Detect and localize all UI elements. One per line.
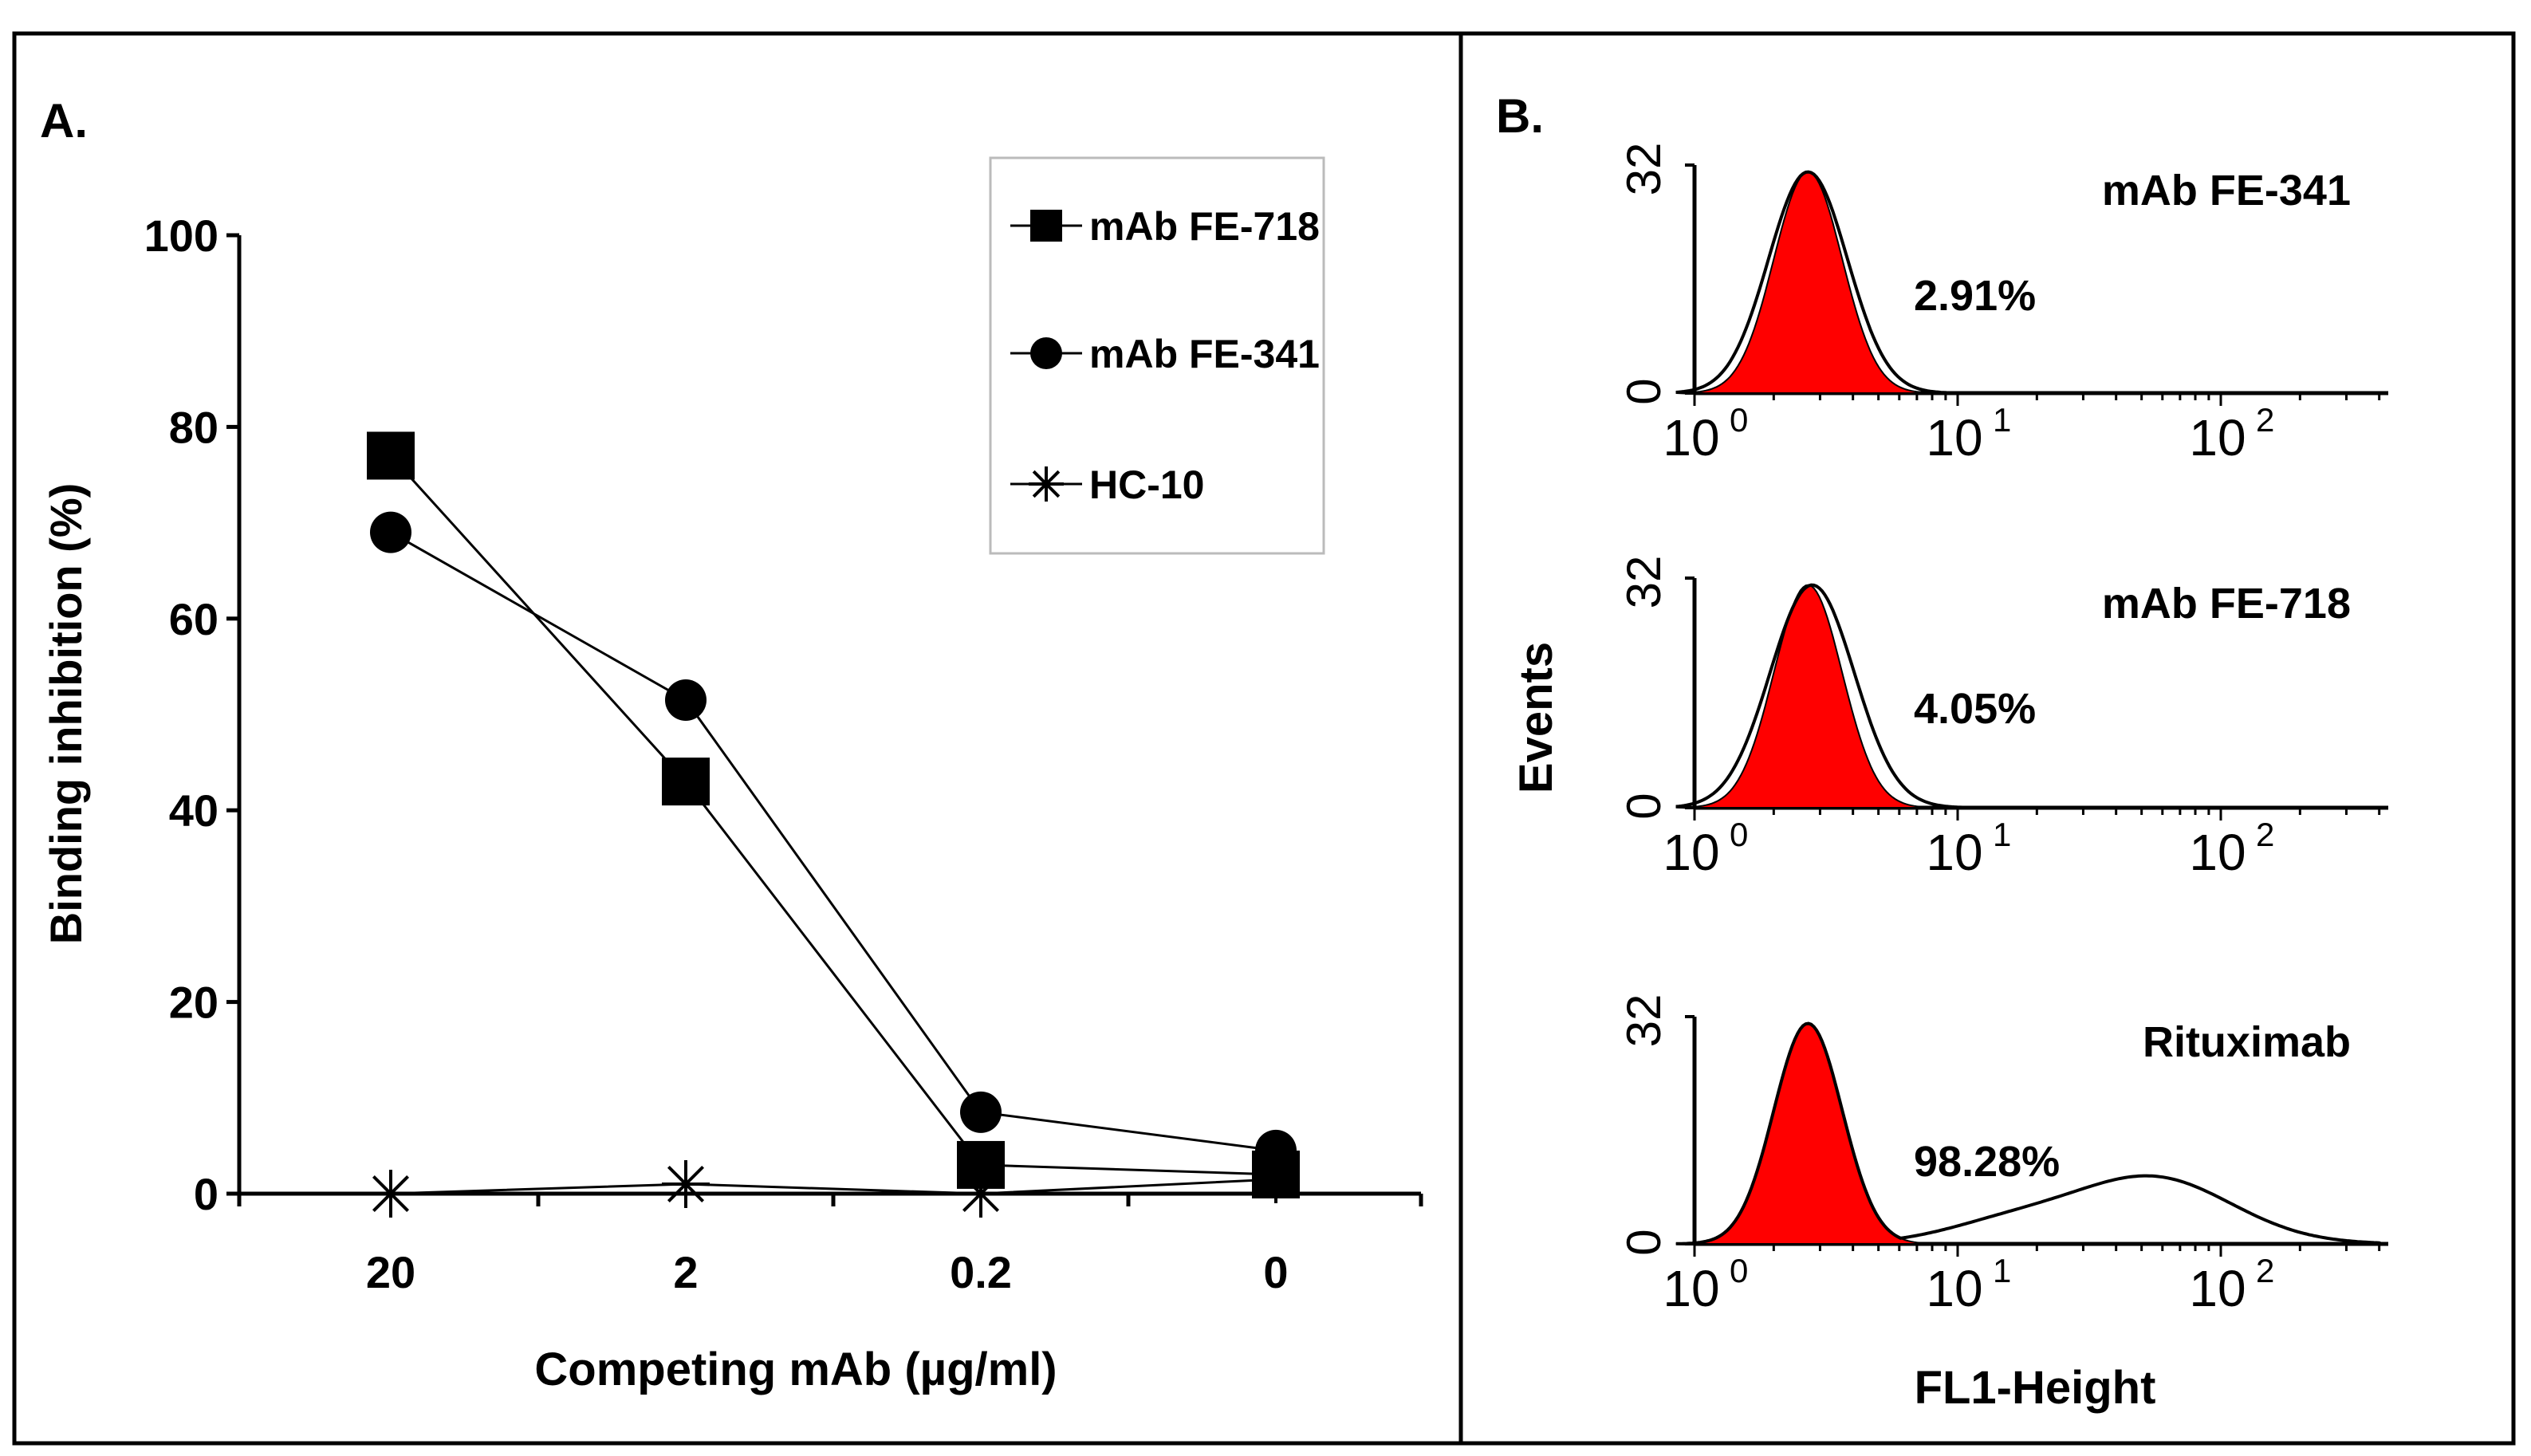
b-y-tick-label-top: 32 (1617, 556, 1671, 609)
a-series (367, 431, 1300, 1218)
a-legend-marker (1030, 337, 1062, 369)
b-x-tick-exponent: 2 (2256, 1252, 2274, 1289)
a-y-ticks: 0 20 40 60 80 100 (144, 211, 239, 1219)
b-x-tick-label: 10 0 (1663, 401, 1748, 466)
b-x-tick-exponent: 1 (1993, 401, 2011, 439)
b-histogram-title: mAb FE-341 (2102, 167, 2351, 214)
a-x-tick-label: 0 (1263, 1247, 1288, 1297)
a-legend-item: HC-10 (1010, 462, 1204, 507)
a-legend-label: mAb FE-341 (1089, 332, 1320, 376)
b-test-histogram (1675, 1021, 2383, 1245)
a-x-ticks: 20 2 0.2 0 (237, 1194, 1423, 1297)
b-histogram-1: 32 0 10 0 10 1 10 2 mAb FE-341 2.91% (1617, 143, 2388, 466)
b-x-tick-exponent: 2 (2256, 401, 2274, 439)
panel-a-label: A. (40, 94, 88, 148)
b-x-tick-label: 10 0 (1663, 816, 1748, 881)
panel-b-label: B. (1496, 89, 1544, 143)
a-data-point (1252, 1155, 1300, 1203)
b-x-tick-exponent: 1 (1993, 816, 2011, 853)
a-series-mab-fe-718 (367, 431, 1300, 1198)
a-series-mab-fe-341 (370, 511, 1297, 1171)
a-data-point (662, 1159, 710, 1208)
b-x-tick-exponent: 0 (1730, 816, 1748, 853)
a-legend-marker (1030, 210, 1062, 242)
b-histogram-2: 32 0 10 0 10 1 10 2 mAb FE-718 4.05% (1617, 556, 2388, 881)
a-data-point (662, 758, 710, 806)
a-legend-marker (1029, 466, 1064, 502)
b-percent-label: 2.91% (1914, 272, 2036, 320)
a-series-line (390, 1178, 1277, 1195)
b-x-tick-base: 10 (1663, 409, 1719, 466)
b-x-tick-base: 10 (1926, 1260, 1982, 1317)
b-x-tick-exponent: 1 (1993, 1252, 2011, 1289)
a-legend-items: mAb FE-718 mAb FE-341 HC-10 (1010, 204, 1320, 507)
b-x-tick-label: 10 1 (1926, 816, 2011, 881)
b-x-tick-base: 10 (2189, 409, 2246, 466)
b-x-tick-exponent: 0 (1730, 1252, 1748, 1289)
b-y-axis-label: Events (1510, 642, 1562, 793)
a-x-tick-label: 2 (673, 1247, 698, 1297)
a-data-point (370, 511, 411, 553)
b-x-tick-label: 10 2 (2189, 401, 2274, 466)
b-percent-label: 4.05% (1914, 685, 2036, 733)
figure-border (12, 31, 2516, 1446)
b-test-histogram (1675, 170, 2382, 395)
b-x-tick-base: 10 (1663, 1260, 1719, 1317)
b-x-tick-base: 10 (2189, 1260, 2246, 1317)
a-series-line (389, 455, 1277, 1176)
b-y-tick-label-bottom: 0 (1617, 1229, 1671, 1255)
a-legend-label: HC-10 (1089, 462, 1204, 507)
a-y-tick-label: 60 (169, 594, 218, 644)
b-y-tick-label-bottom: 0 (1617, 793, 1671, 819)
a-x-axis-label: Competing mAb (µg/ml) (534, 1344, 1057, 1395)
b-y-tick-label-top: 32 (1617, 143, 1671, 196)
b-histogram-title: mAb FE-718 (2102, 580, 2351, 628)
b-x-tick-exponent: 2 (2256, 816, 2274, 853)
a-y-tick-label: 0 (194, 1169, 218, 1219)
a-data-point (960, 1091, 1002, 1133)
a-data-point (1255, 1129, 1297, 1171)
b-x-tick-label: 10 1 (1926, 1252, 2011, 1317)
b-y-tick-label-top: 32 (1617, 994, 1671, 1048)
b-x-tick-base: 10 (1663, 824, 1719, 881)
b-x-tick-exponent: 0 (1730, 401, 1748, 439)
a-y-axis-label: Binding inhibition (%) (41, 483, 91, 945)
a-legend-label: mAb FE-718 (1089, 204, 1320, 249)
b-histogram-3: 32 0 10 0 10 1 10 2 Rituximab 98.28% (1617, 994, 2388, 1317)
a-data-point (367, 1170, 415, 1218)
a-y-tick-label: 100 (144, 211, 218, 261)
a-data-point (665, 679, 707, 721)
a-legend-item: mAb FE-341 (1010, 332, 1320, 376)
panel-a: A. 0 20 40 60 80 100 20 2 0.2 0 Binding inhibiti… (40, 94, 1423, 1395)
b-x-tick-label: 10 2 (2189, 1252, 2274, 1317)
b-percent-label: 98.28% (1914, 1138, 2060, 1186)
a-y-tick-label: 80 (169, 402, 218, 452)
b-x-tick-base: 10 (1926, 409, 1982, 466)
a-x-tick-label: 20 (366, 1247, 415, 1297)
a-y-tick-label: 40 (169, 785, 218, 836)
b-histogram-title: Rituximab (2143, 1018, 2351, 1066)
a-legend-item: mAb FE-718 (1010, 204, 1320, 249)
b-test-histogram (1675, 583, 2382, 809)
a-y-tick-label: 20 (169, 978, 218, 1028)
b-x-tick-label: 10 0 (1663, 1252, 1748, 1317)
a-series-line (390, 531, 1277, 1152)
a-axes (237, 235, 1421, 1196)
b-x-tick-label: 10 2 (2189, 816, 2274, 881)
a-legend: mAb FE-718 mAb FE-341 HC-10 (989, 156, 1325, 555)
b-x-axis-label: FL1-Height (1915, 1362, 2156, 1414)
a-x-tick-label: 0.2 (950, 1247, 1012, 1297)
b-x-tick-label: 10 1 (1926, 401, 2011, 466)
b-y-tick-label-bottom: 0 (1617, 378, 1671, 404)
a-series-hc-10 (367, 1155, 1300, 1218)
a-data-point (367, 431, 415, 480)
b-x-tick-base: 10 (1926, 824, 1982, 881)
b-x-tick-base: 10 (2189, 824, 2246, 881)
a-data-point (957, 1170, 1005, 1218)
